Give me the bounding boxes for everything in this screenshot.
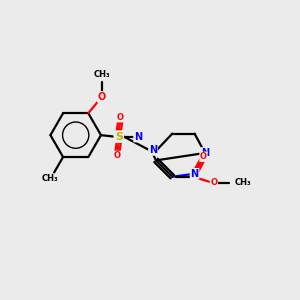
Text: O: O: [210, 178, 218, 187]
Text: CH₃: CH₃: [93, 70, 110, 79]
Text: CH₃: CH₃: [42, 174, 59, 183]
Text: S: S: [115, 132, 123, 142]
Text: O: O: [200, 152, 207, 161]
Text: O: O: [117, 113, 124, 122]
Text: N: N: [190, 169, 199, 179]
Text: N: N: [149, 145, 157, 155]
Text: CH₃: CH₃: [235, 178, 251, 187]
Text: N: N: [134, 132, 142, 142]
Text: O: O: [114, 152, 121, 160]
Text: O: O: [98, 92, 106, 102]
Text: N: N: [201, 148, 209, 158]
